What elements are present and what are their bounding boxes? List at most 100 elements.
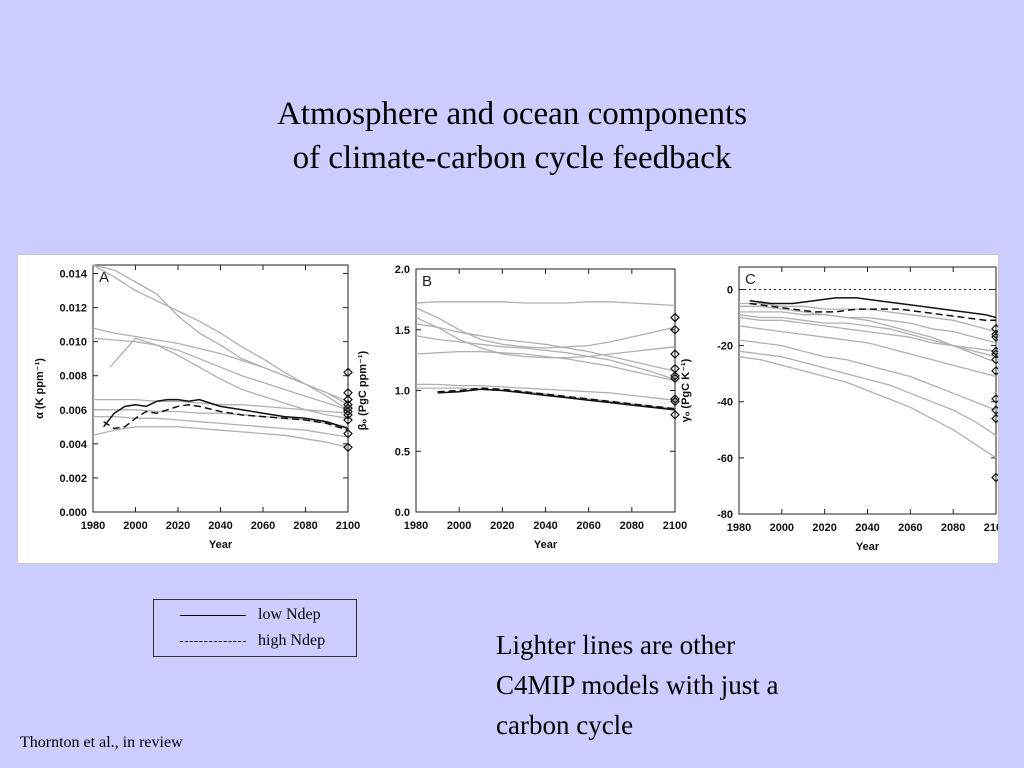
panel-b-x-tick-label: 2020 bbox=[490, 520, 514, 532]
panel-a-y-tick-label: 0.002 bbox=[59, 473, 87, 485]
panel-c-other-model-line bbox=[738, 325, 997, 378]
panel-b-x-tick-label: 2040 bbox=[533, 520, 557, 532]
panel-c-y-tick-label: -40 bbox=[717, 397, 733, 409]
panel-b-other-model-line bbox=[415, 323, 676, 372]
panel-a-x-tick-label: 2060 bbox=[251, 520, 275, 532]
panel-c: 1980 2000 2020 2040 2060 2080 2100 0 -20 -40 -60 -8… bbox=[680, 266, 998, 553]
panel-c-other-model-line bbox=[739, 305, 997, 364]
panel-b-other-model-line bbox=[415, 301, 676, 307]
panel-b-marker-2100 bbox=[670, 312, 680, 323]
panel-a-other-model-line bbox=[92, 264, 349, 406]
panel-c-x-tick-label: 2020 bbox=[812, 522, 836, 534]
panel-a-y-tick-label: 0.014 bbox=[59, 269, 87, 281]
panel-a-y-axis-label: α (K ppm⁻¹) bbox=[34, 358, 46, 419]
panel-c-other-model-line bbox=[739, 302, 997, 333]
panel-b-y-tick-label: 0.5 bbox=[395, 446, 410, 458]
panel-b-y-tick-label: 2.0 bbox=[395, 264, 410, 276]
panel-a-y-tick-label: 0.000 bbox=[59, 507, 87, 519]
panel-c-high-ndep-line bbox=[749, 302, 996, 322]
panel-b-marker-2100 bbox=[670, 394, 680, 404]
panel-a-x-tick-label: 2080 bbox=[293, 520, 317, 532]
panel-b-marker-2100 bbox=[670, 349, 680, 359]
panel-a-y-tick-label: 0.004 bbox=[59, 439, 87, 451]
panel-b-other-model-line bbox=[415, 307, 676, 349]
panel-c-low-ndep-line bbox=[749, 297, 997, 319]
panel-a-marker-2100 bbox=[343, 415, 353, 425]
panel-a-x-tick-label: 2020 bbox=[166, 520, 190, 532]
panel-a: 1980 2000 2020 2040 2060 2080 2100 0.000 0.002 0.… bbox=[34, 264, 360, 551]
panel-b-low-ndep-line bbox=[437, 388, 676, 411]
panel-b-other-model-line bbox=[415, 317, 676, 359]
title-line-2: of climate-carbon cycle feedback bbox=[292, 140, 732, 176]
panel-a-low-ndep-line bbox=[103, 398, 349, 430]
legend-row-low-ndep: low Ndep bbox=[154, 604, 356, 626]
panel-a-x-tick-label: 2100 bbox=[336, 520, 360, 532]
panel-c-y-tick-label: -20 bbox=[717, 341, 733, 353]
panel-a-letter: A bbox=[99, 269, 109, 286]
panel-a-x-tick-label: 1980 bbox=[81, 520, 105, 532]
legend-label-high-ndep: high Ndep bbox=[258, 632, 326, 649]
panel-c-x-tick-label: 2040 bbox=[855, 522, 879, 534]
panel-c-y-tick-label: 0 bbox=[727, 284, 733, 296]
panel-b-marker-2100 bbox=[670, 373, 680, 384]
panel-a-marker-2100 bbox=[343, 410, 353, 420]
panel-b-marker-2100 bbox=[670, 324, 680, 335]
panel-b-y-tick-label: 1.0 bbox=[395, 386, 410, 398]
panel-c-y-axis-label: γₒ (PgC K⁻¹) bbox=[680, 358, 692, 422]
panel-a-x-tick-label: 2000 bbox=[123, 520, 147, 532]
panel-a-marker-2100 bbox=[343, 387, 353, 398]
panel-c-other-model-line bbox=[738, 350, 997, 436]
panel-c-letter: C bbox=[745, 271, 756, 288]
panel-b-high-ndep-line bbox=[437, 387, 676, 410]
panel-b-marker-2100 bbox=[670, 396, 680, 407]
panel-c-other-model-line bbox=[738, 316, 997, 352]
panel-c-marker-2100 bbox=[991, 332, 998, 343]
panel-b-x-tick-label: 2060 bbox=[576, 520, 600, 532]
panel-b-other-model-line bbox=[416, 383, 676, 401]
panel-a-other-model-line bbox=[93, 398, 349, 414]
panel-c-marker-2100 bbox=[991, 329, 998, 340]
panel-c-marker-2100 bbox=[991, 366, 998, 376]
charts-figure: 1980 2000 2020 2040 2060 2080 2100 0.000 0.002 0.… bbox=[34, 264, 998, 553]
panel-b: 1980 2000 2020 2040 2060 2080 2100 0.0 0.5 1.0 1.5… bbox=[357, 264, 687, 551]
panel-c-marker-2100 bbox=[991, 349, 998, 359]
note-line-3: carbon cycle bbox=[496, 710, 634, 740]
panel-c-x-tick-label: 2000 bbox=[770, 522, 794, 534]
panel-a-frame bbox=[92, 264, 349, 513]
panel-b-x-tick-label: 2080 bbox=[620, 520, 644, 532]
panel-a-marker-2100 bbox=[343, 403, 353, 413]
panel-c-x-tick-label: 2080 bbox=[941, 522, 965, 534]
panel-a-other-model-line bbox=[92, 337, 349, 411]
panel-a-marker-2100 bbox=[343, 442, 353, 453]
panel-a-y-tick-label: 0.010 bbox=[59, 337, 87, 349]
panel-b-letter: B bbox=[422, 273, 432, 290]
panel-a-y-tick-label: 0.008 bbox=[59, 371, 87, 383]
panel-b-y-tick-label: 0.0 bbox=[395, 507, 410, 519]
panel-b-other-model-line bbox=[416, 387, 676, 410]
panel-b-y-tick-label: 1.5 bbox=[395, 325, 410, 337]
panel-c-x-tick-label: 1980 bbox=[727, 522, 751, 534]
legend-solid-line-swatch bbox=[180, 615, 246, 616]
title-line-1: Atmosphere and ocean components bbox=[276, 96, 748, 132]
panel-a-other-model-line bbox=[92, 327, 349, 411]
note-text: Lighter lines are other C4MIP models wit… bbox=[496, 625, 896, 745]
panel-c-marker-2100 bbox=[991, 472, 998, 483]
panel-a-marker-2100 bbox=[343, 428, 353, 439]
panel-b-x-tick-label: 1980 bbox=[404, 520, 428, 532]
panel-b-other-model-line bbox=[415, 350, 676, 382]
panel-a-x-tick-label: 2040 bbox=[208, 520, 232, 532]
panel-c-x-tick-label: 2060 bbox=[898, 522, 922, 534]
panel-b-y-axis-label: βₒ (PgC ppm⁻¹) bbox=[357, 350, 369, 430]
legend-label-low-ndep: low Ndep bbox=[258, 606, 321, 623]
panel-a-marker-2100 bbox=[343, 367, 353, 378]
panel-a-other-model-line bbox=[92, 426, 349, 448]
panel-a-y-tick-label: 0.006 bbox=[59, 405, 87, 417]
legend-dashed-line-swatch bbox=[180, 641, 246, 642]
note-line-1: Lighter lines are other bbox=[496, 630, 736, 660]
panel-c-other-model-line bbox=[738, 356, 997, 459]
citation: Thornton et al., in review bbox=[20, 734, 183, 751]
note-line-2: C4MIP models with just a bbox=[496, 670, 779, 700]
panel-c-x-tick-label: 2100 bbox=[984, 522, 998, 534]
panel-a-marker-2100 bbox=[343, 399, 353, 410]
panel-c-other-model-line bbox=[739, 311, 997, 344]
